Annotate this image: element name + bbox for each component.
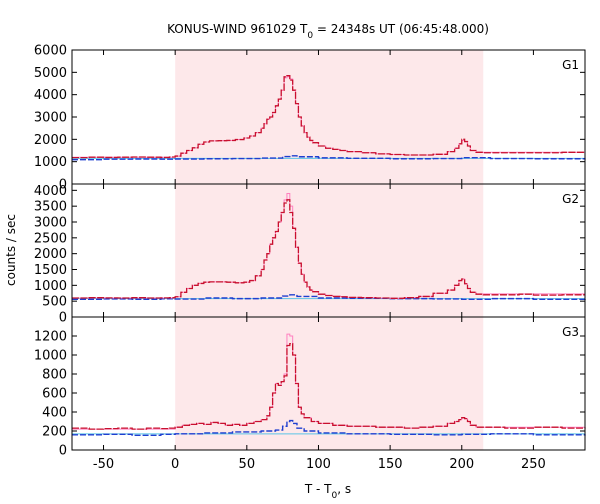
y-tick-label: 3500	[34, 200, 67, 215]
x-tick-label: 50	[239, 457, 256, 472]
x-tick-label: 100	[306, 457, 331, 472]
y-tick-label: 1000	[34, 155, 67, 170]
background-fit-series	[72, 155, 586, 161]
y-tick-label: 5000	[34, 66, 67, 81]
panel-frame	[71, 316, 586, 451]
background-fit-series	[72, 294, 586, 300]
y-tick-label: 3000	[34, 111, 67, 126]
y-axis-title: counts / sec	[4, 214, 18, 286]
highlight-interval	[175, 50, 484, 184]
highlight-interval	[175, 184, 484, 317]
highlight-interval	[175, 317, 484, 450]
y-tick-label: 800	[42, 368, 67, 383]
y-tick-label: 1500	[34, 263, 67, 278]
x-axis-title: T - T0, s	[304, 482, 351, 500]
y-tick-label: 500	[42, 295, 67, 310]
counts-series	[72, 342, 586, 430]
x-tick-label: -50	[93, 457, 114, 472]
panel-g1: 0 1000 2000 3000 4000 5000 6000 G1	[34, 44, 586, 193]
y-tick-label: 3000	[34, 216, 67, 231]
x-tick-label: 0	[171, 457, 179, 472]
y-tick-label: 0	[59, 311, 67, 326]
panel-label: G3	[562, 325, 579, 339]
x-tick-label: 200	[449, 457, 474, 472]
y-tick-label: 1000	[34, 279, 67, 294]
chart-title-suffix: = 24348s UT (06:45:48.000)	[313, 22, 489, 36]
x-axis-title-suffix: , s	[337, 482, 351, 496]
y-tick-label: 1000	[34, 349, 67, 364]
y-tick-label: 0	[59, 178, 67, 193]
background-fit-series	[72, 419, 586, 436]
y-tick-label: 400	[42, 406, 67, 421]
counts-series	[72, 199, 585, 299]
y-tick-label: 0	[59, 444, 67, 459]
y-tick-label: 600	[42, 387, 67, 402]
y-tick-label: 2000	[34, 247, 67, 262]
panel-g3: 0 200 400 600 800 1000 1200 G3	[34, 316, 586, 459]
x-axis-title-prefix: T - T	[304, 482, 332, 496]
x-axis-ticks: -50 0 50 100 150 200 250	[93, 457, 546, 472]
counts-series	[72, 75, 585, 159]
y-tick-label: 4000	[34, 184, 67, 199]
y-tick-label: 4000	[34, 88, 67, 103]
y-tick-label: 1200	[34, 330, 67, 345]
y-tick-label: 6000	[34, 44, 67, 59]
panel-label: G1	[562, 58, 579, 72]
panel-label: G2	[562, 192, 579, 206]
y-tick-label: 2000	[34, 133, 67, 148]
y-tick-label: 2500	[34, 231, 67, 246]
chart-title: KONUS-WIND 961029 T0 = 24348s UT (06:45:…	[167, 22, 489, 41]
y-tick-label: 200	[42, 425, 67, 440]
x-tick-label: 250	[521, 457, 546, 472]
chart-title-prefix: KONUS-WIND 961029 T	[167, 22, 308, 36]
x-tick-label: 150	[378, 457, 403, 472]
x-axis-title-subscript: 0	[332, 491, 338, 500]
chart-title-subscript: 0	[307, 31, 313, 41]
panels: 0100020003000400050006000G10500100015002…	[34, 44, 586, 472]
